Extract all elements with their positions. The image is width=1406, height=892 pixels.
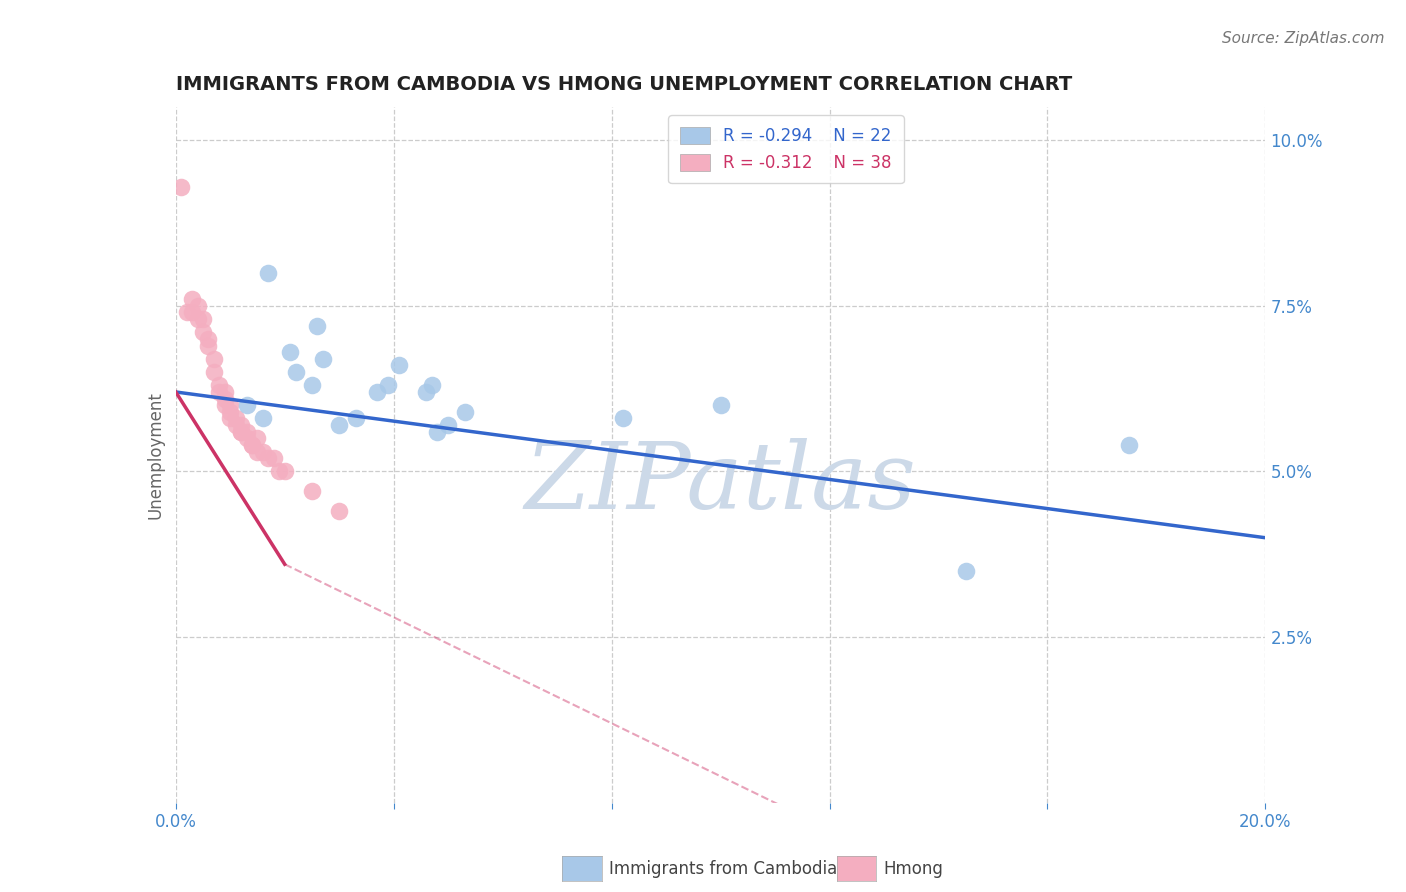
Text: Source: ZipAtlas.com: Source: ZipAtlas.com [1222, 31, 1385, 46]
Point [274, 465, 297, 479]
Point [197, 338, 219, 352]
Point [214, 392, 236, 406]
Y-axis label: Unemployment: Unemployment [146, 391, 165, 519]
Point [231, 425, 253, 439]
Point [710, 398, 733, 412]
Point [191, 326, 214, 340]
Point [219, 398, 242, 412]
Point [202, 351, 225, 366]
Point [366, 384, 388, 399]
Point [437, 418, 460, 433]
Point [208, 378, 231, 392]
Point [186, 312, 209, 326]
Point [252, 411, 274, 425]
Point [426, 425, 449, 439]
Point [252, 444, 274, 458]
Point [388, 359, 411, 373]
Point [377, 378, 399, 392]
Point [219, 405, 242, 419]
Legend: R = -0.294    N = 22, R = -0.312    N = 38: R = -0.294 N = 22, R = -0.312 N = 38 [668, 115, 904, 184]
Point [240, 438, 263, 452]
Point [312, 351, 335, 366]
Point [214, 398, 236, 412]
Text: IMMIGRANTS FROM CAMBODIA VS HMONG UNEMPLOYMENT CORRELATION CHART: IMMIGRANTS FROM CAMBODIA VS HMONG UNEMPL… [176, 75, 1071, 95]
Point [246, 444, 269, 458]
Point [257, 266, 280, 280]
Point [181, 292, 204, 306]
Point [240, 438, 263, 452]
Point [197, 332, 219, 346]
Point [176, 305, 198, 319]
Point [420, 378, 443, 392]
Point [231, 425, 253, 439]
Point [191, 312, 214, 326]
Point [225, 418, 247, 433]
Point [214, 384, 236, 399]
Point [284, 365, 307, 379]
Point [612, 411, 634, 425]
Point [263, 451, 285, 466]
Point [225, 411, 247, 425]
Point [246, 431, 269, 445]
Point [208, 384, 231, 399]
Point [278, 345, 301, 359]
Point [181, 305, 204, 319]
Point [257, 451, 280, 466]
Point [202, 365, 225, 379]
Point [328, 504, 350, 518]
Point [235, 425, 257, 439]
Point [453, 405, 475, 419]
Point [269, 465, 291, 479]
Point [186, 299, 209, 313]
Text: Immigrants from Cambodia: Immigrants from Cambodia [609, 860, 837, 878]
Point [170, 179, 193, 194]
Text: Hmong: Hmong [883, 860, 943, 878]
Point [301, 484, 323, 499]
Text: ZIPatlas: ZIPatlas [524, 438, 917, 528]
Point [301, 378, 323, 392]
Point [415, 384, 437, 399]
Point [344, 411, 367, 425]
Point [235, 398, 257, 412]
Point [307, 318, 329, 333]
Point [231, 418, 253, 433]
Point [235, 431, 257, 445]
Point [328, 418, 350, 433]
Point [955, 564, 977, 578]
Point [219, 411, 242, 425]
Point [1118, 438, 1140, 452]
